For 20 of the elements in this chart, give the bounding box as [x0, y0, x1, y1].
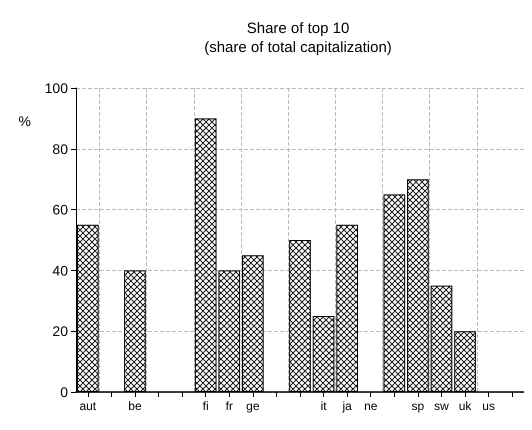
y-axis-title: % — [18, 113, 31, 129]
x-tick-label: sw — [434, 399, 450, 413]
x-tick-label: us — [482, 399, 495, 413]
y-tick-label: 100 — [44, 80, 68, 96]
x-tick-label: fi — [202, 399, 209, 413]
x-tick-label: fr — [226, 399, 233, 413]
y-tick-label: 80 — [52, 140, 68, 157]
x-tick-label: ne — [364, 399, 378, 413]
x-tick-label: sp — [412, 399, 425, 413]
x-tick-label: ja — [341, 399, 352, 413]
x-tick-label: be — [128, 399, 142, 413]
chart-title: Share of top 10 (share of total capitalization) — [204, 20, 392, 56]
y-tick-label: 40 — [52, 262, 68, 278]
y-tick-label: 0 — [60, 384, 68, 400]
x-tick-label: it — [320, 399, 328, 413]
x-tick-label: uk — [458, 399, 472, 413]
x-tick-label: ge — [246, 399, 260, 413]
y-tick-label: 60 — [52, 202, 68, 218]
y-tick-label: 20 — [52, 323, 68, 340]
x-tick-label: aut — [79, 399, 97, 413]
